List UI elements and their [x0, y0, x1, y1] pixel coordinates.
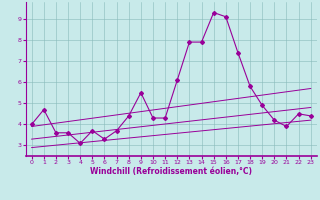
X-axis label: Windchill (Refroidissement éolien,°C): Windchill (Refroidissement éolien,°C): [90, 167, 252, 176]
